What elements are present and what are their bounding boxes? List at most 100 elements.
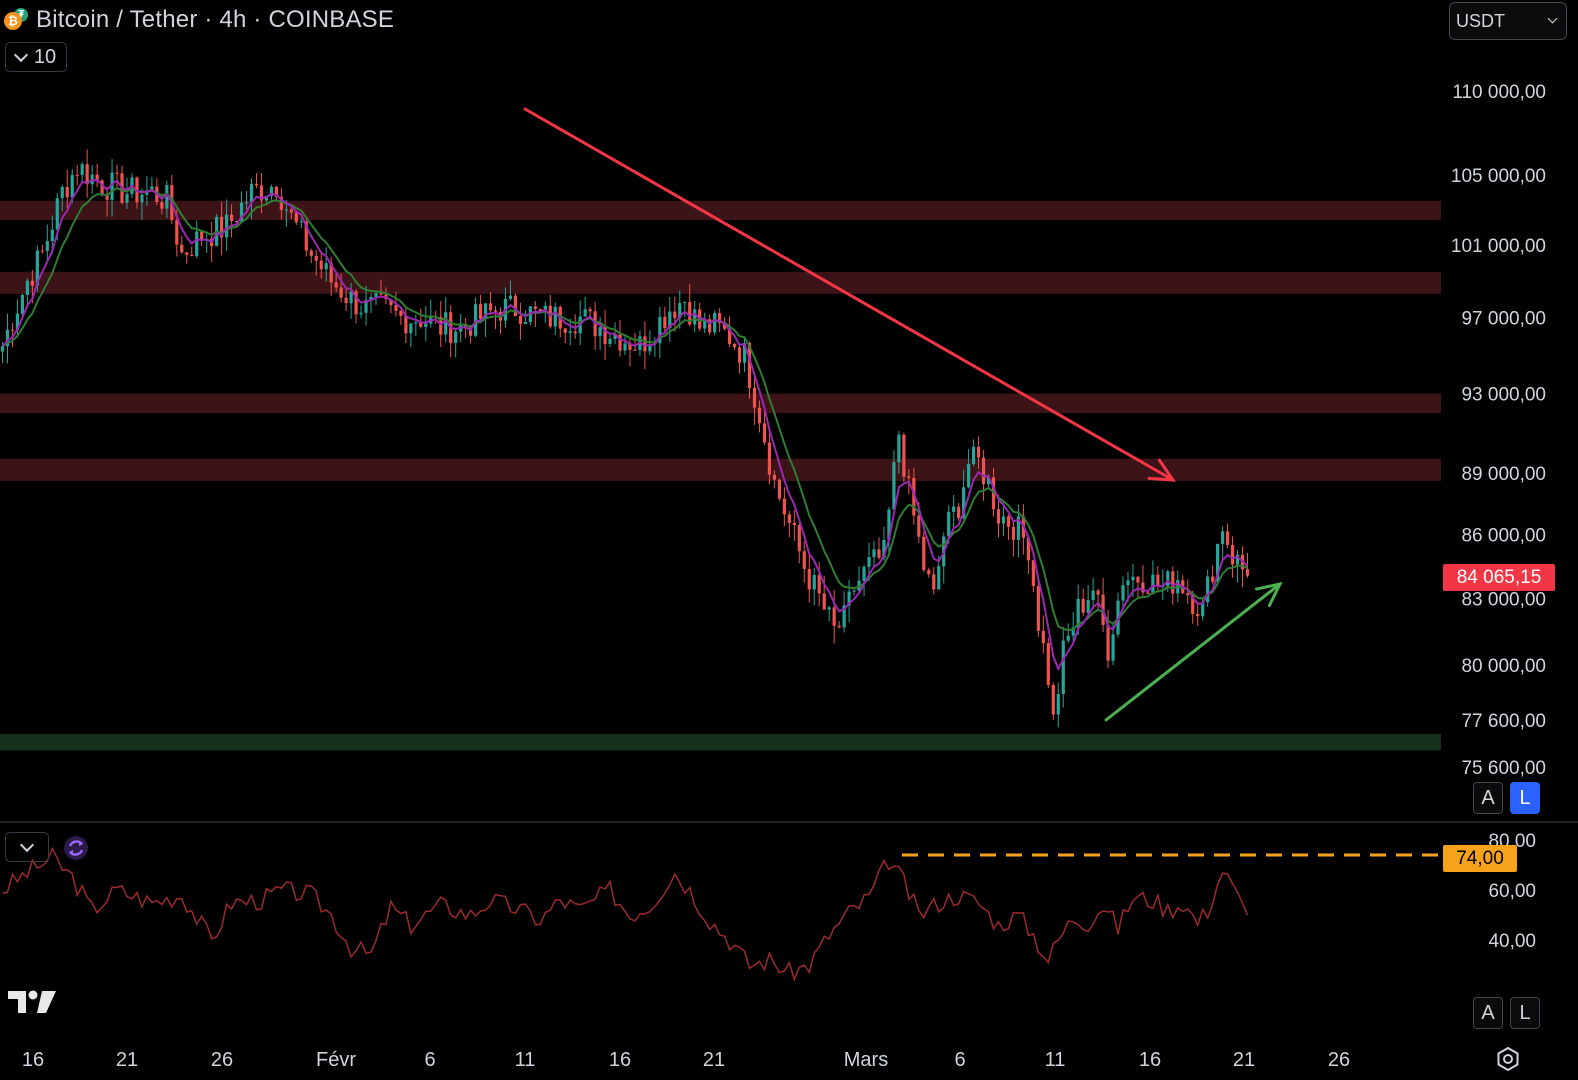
candle bbox=[215, 213, 219, 247]
candle bbox=[568, 318, 572, 346]
candle bbox=[713, 310, 717, 336]
candle bbox=[165, 180, 169, 219]
price-tick-label: 97 000,00 bbox=[1461, 309, 1546, 330]
candle bbox=[1091, 577, 1095, 610]
resistance-zone bbox=[0, 200, 1441, 221]
price-tick-label: 101 000,00 bbox=[1451, 236, 1546, 257]
candle bbox=[493, 305, 498, 329]
candle bbox=[757, 400, 762, 433]
time-tick-label: 11 bbox=[515, 1049, 536, 1071]
candle bbox=[115, 164, 119, 190]
candle bbox=[1096, 588, 1100, 609]
chevron-down-icon bbox=[1547, 13, 1558, 24]
candle bbox=[1225, 523, 1230, 549]
candle bbox=[972, 439, 976, 466]
price-tick-label: 93 000,00 bbox=[1461, 385, 1546, 406]
candle bbox=[409, 323, 413, 348]
candle bbox=[309, 248, 313, 264]
time-tick-label: 21 bbox=[1233, 1049, 1255, 1071]
candle bbox=[75, 164, 79, 186]
candle bbox=[912, 467, 916, 525]
candle bbox=[379, 279, 383, 296]
candle bbox=[583, 296, 587, 317]
candle bbox=[1086, 585, 1090, 619]
candle bbox=[220, 201, 224, 256]
candle bbox=[957, 502, 961, 521]
candle bbox=[254, 173, 259, 189]
candle bbox=[419, 308, 423, 329]
candle bbox=[498, 307, 503, 334]
candle bbox=[752, 372, 757, 425]
rsi-tick-label: 40,00 bbox=[1488, 931, 1536, 952]
candle bbox=[737, 345, 742, 374]
candle bbox=[922, 531, 926, 573]
candle bbox=[190, 246, 194, 257]
candle bbox=[45, 224, 49, 263]
candle bbox=[1196, 601, 1200, 627]
candle bbox=[508, 280, 513, 301]
candle bbox=[449, 305, 453, 358]
price-tick-label: 77 600,00 bbox=[1461, 711, 1546, 732]
symbol-header[interactable]: ₮ ₿ Bitcoin / Tether · 4h · COINBASE bbox=[4, 4, 394, 36]
auto-scale-button[interactable]: A bbox=[1473, 782, 1503, 814]
candle bbox=[110, 159, 114, 217]
candle bbox=[80, 161, 84, 182]
candle bbox=[1066, 623, 1070, 644]
candle bbox=[887, 507, 891, 555]
candle bbox=[1121, 576, 1125, 609]
candle bbox=[414, 314, 418, 337]
resistance-zone bbox=[0, 271, 1441, 294]
candle bbox=[359, 305, 363, 319]
candle bbox=[528, 306, 532, 326]
uptrend-arrow bbox=[1104, 581, 1283, 722]
candle bbox=[792, 510, 796, 541]
current-price-label: 84 065,15 bbox=[1443, 564, 1555, 591]
candle bbox=[478, 294, 483, 324]
candle bbox=[623, 336, 627, 356]
candle bbox=[1211, 565, 1215, 585]
rsi-auto-scale-button[interactable]: A bbox=[1473, 997, 1503, 1029]
candle bbox=[364, 285, 368, 326]
candle bbox=[1181, 575, 1185, 595]
candle bbox=[862, 564, 866, 597]
chevron-down-icon bbox=[19, 837, 35, 852]
candle bbox=[777, 478, 781, 501]
candle bbox=[334, 274, 338, 292]
log-scale-button[interactable]: L bbox=[1510, 782, 1540, 814]
candle bbox=[663, 306, 667, 334]
candle bbox=[1051, 682, 1055, 720]
candle bbox=[842, 591, 846, 633]
candle bbox=[518, 302, 523, 340]
candle bbox=[314, 250, 318, 276]
candle bbox=[85, 149, 89, 198]
candle bbox=[324, 247, 328, 282]
rsi-pane-toggle-button[interactable] bbox=[5, 832, 49, 862]
indicators-toggle-button[interactable]: 10 bbox=[5, 42, 67, 72]
candle bbox=[289, 207, 293, 219]
candle bbox=[927, 567, 931, 578]
candle bbox=[668, 297, 672, 342]
candle bbox=[603, 309, 607, 361]
price-tick-label: 75 600,00 bbox=[1461, 758, 1546, 779]
time-tick-label: Févr bbox=[316, 1049, 356, 1071]
candle bbox=[996, 494, 1001, 538]
currency-select[interactable]: USDT bbox=[1449, 2, 1567, 40]
tradingview-logo bbox=[8, 990, 56, 1013]
refresh-icon[interactable] bbox=[62, 834, 90, 862]
candle bbox=[807, 552, 811, 603]
settings-gear-icon[interactable] bbox=[1494, 1045, 1522, 1073]
time-tick-label: 16 bbox=[22, 1049, 44, 1071]
rsi-log-scale-button[interactable]: L bbox=[1510, 997, 1540, 1029]
candle bbox=[20, 293, 25, 318]
candle bbox=[693, 300, 697, 333]
candle bbox=[40, 244, 44, 254]
candle bbox=[1136, 576, 1140, 598]
candle bbox=[1061, 626, 1065, 708]
candle bbox=[678, 290, 682, 329]
candle bbox=[633, 332, 637, 351]
candle bbox=[787, 510, 791, 538]
candle bbox=[225, 199, 229, 251]
time-tick-label: 21 bbox=[703, 1049, 725, 1071]
candle bbox=[767, 426, 772, 485]
